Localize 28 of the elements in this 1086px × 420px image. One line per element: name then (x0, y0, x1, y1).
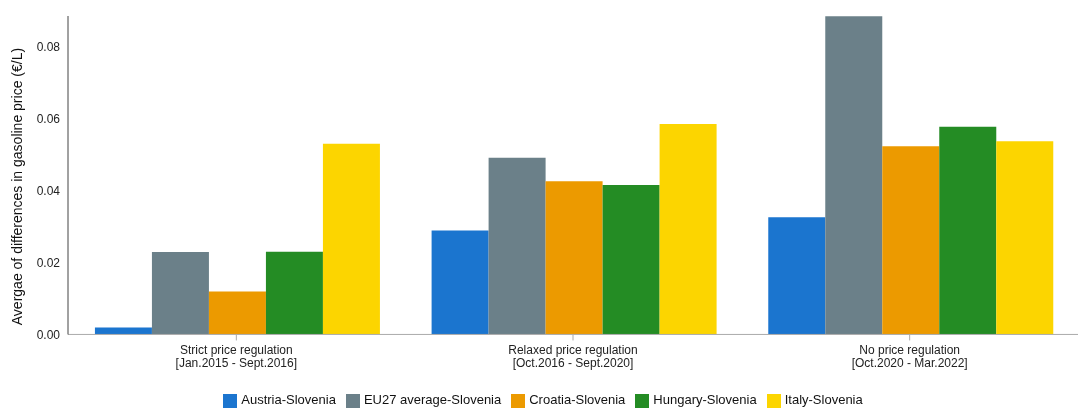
legend-label: Italy-Slovenia (784, 392, 863, 408)
bar (825, 16, 883, 335)
bar (768, 217, 826, 335)
bar (602, 185, 660, 335)
legend-label: Croatia-Slovenia (529, 392, 626, 408)
bar (322, 143, 380, 335)
bar (151, 252, 209, 335)
x-tick-label: Strict price regulation [Jan.2015 - Sept.2016] (175, 343, 298, 371)
bar (265, 251, 323, 335)
bar (659, 123, 717, 335)
y-tick-label: 0.08 (36, 39, 61, 54)
bar (882, 146, 940, 335)
x-tick-label: Relaxed price regulation [Oct.2016 - Sept.2020] (508, 343, 638, 371)
legend-label: EU27 average-Slovenia (363, 392, 502, 408)
bar (208, 291, 266, 335)
y-axis-title: Avergae of differences in gasoline price (€/L) (8, 47, 25, 326)
bar (488, 157, 546, 335)
y-tick-label: 0.00 (36, 327, 61, 342)
legend-label: Hungary-Slovenia (653, 392, 757, 408)
x-tick-label: No price regulation [Oct.2020 - Mar.2022] (851, 343, 968, 371)
bar (939, 126, 997, 335)
y-tick-label: 0.02 (36, 255, 61, 270)
bar (996, 141, 1054, 335)
y-tick-label: 0.04 (36, 183, 61, 198)
legend-label: Austria-Slovenia (241, 392, 336, 408)
y-tick-label: 0.06 (36, 111, 61, 126)
bar (545, 181, 603, 335)
bar (431, 230, 489, 335)
